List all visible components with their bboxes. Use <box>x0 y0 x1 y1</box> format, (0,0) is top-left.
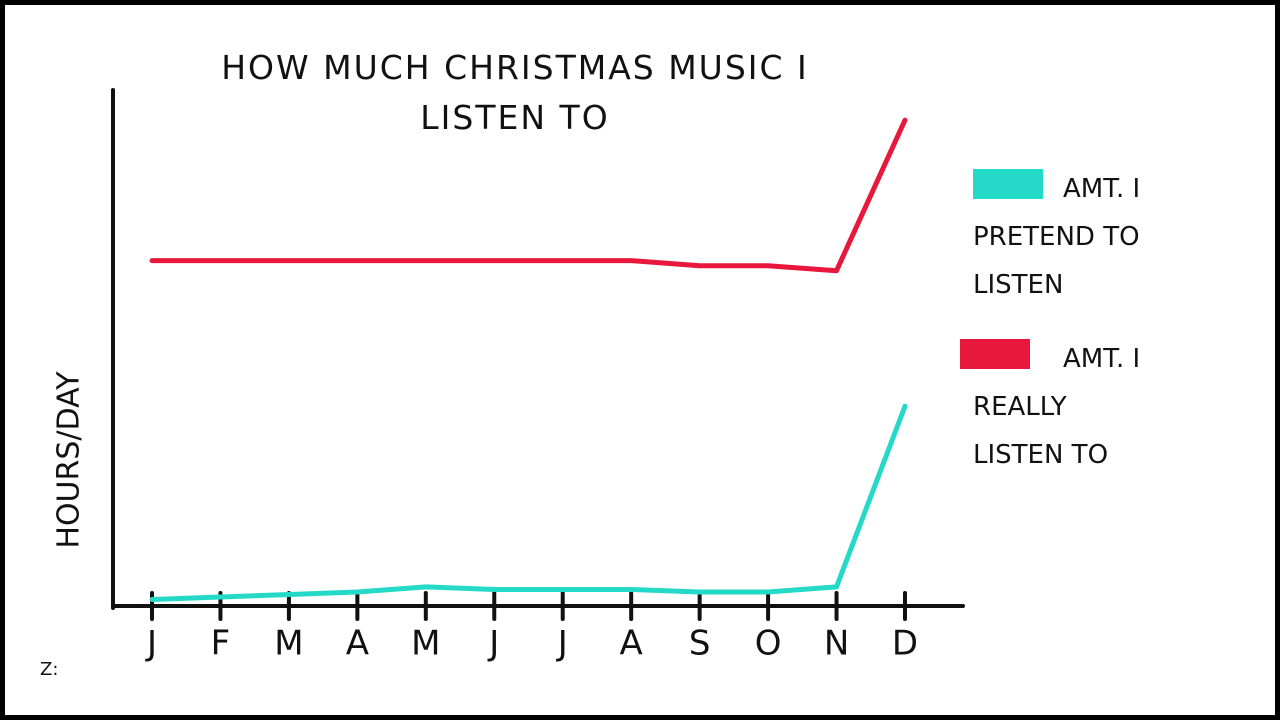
legend-label: AMT. I PRETEND TO LISTEN <box>973 174 1141 300</box>
legend-label: AMT. I REALLY LISTEN TO <box>973 344 1141 470</box>
legend-swatch <box>960 339 1030 369</box>
chart-title: HOW MUCH CHRISTMAS MUSIC I LISTEN TO <box>221 48 809 137</box>
x-tick-label: J <box>487 624 499 664</box>
x-tick-label: A <box>346 624 369 664</box>
x-tick-label: J <box>145 624 157 664</box>
line-series <box>149 117 908 274</box>
x-tick-label: M <box>411 624 440 664</box>
x-tick-label: O <box>755 624 782 664</box>
legend-swatch <box>973 169 1043 199</box>
x-tick-label: S <box>689 624 711 664</box>
x-tick-label: J <box>556 624 568 664</box>
line-series <box>149 403 908 602</box>
x-tick-label: M <box>274 624 303 664</box>
plot: HOURS/DAY Z: J F M A M J J A S O N D <box>40 88 965 680</box>
y-axis-label: HOURS/DAY <box>52 371 87 549</box>
x-tick-label: F <box>211 624 231 664</box>
x-tick-label: D <box>892 624 918 664</box>
x-tick-label: N <box>824 624 849 664</box>
signature: Z: <box>40 659 58 680</box>
x-tick-label: A <box>620 624 643 664</box>
